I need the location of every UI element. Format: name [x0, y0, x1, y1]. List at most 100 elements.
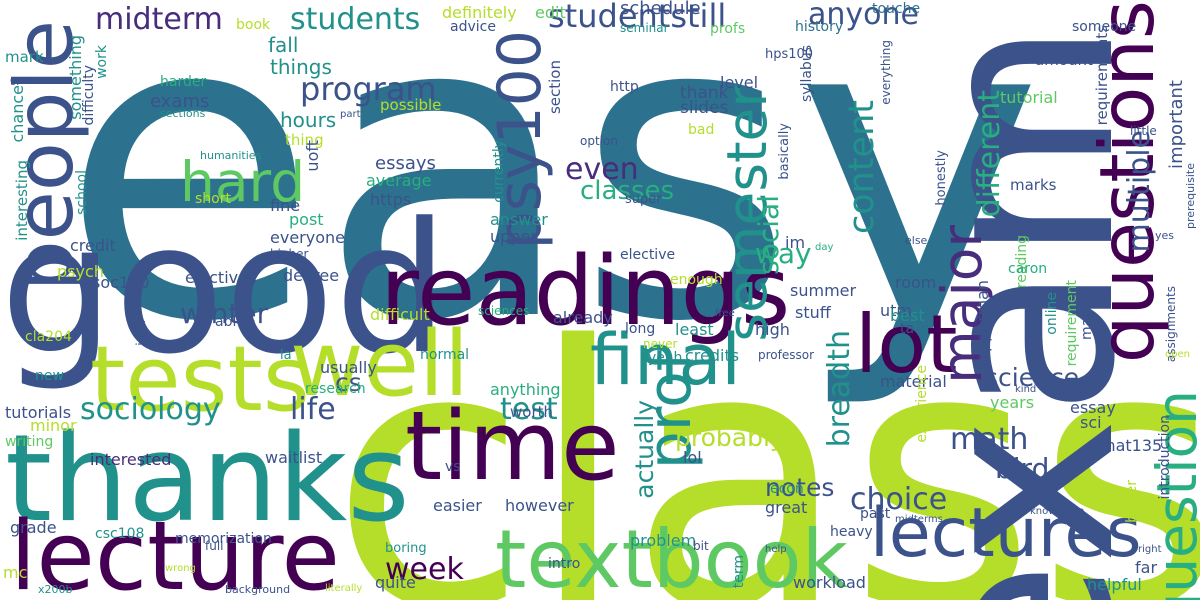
cloud-word-mark: mark [5, 48, 44, 66]
cloud-word-prerequisite: prerequisite [1184, 163, 1197, 229]
cloud-word-writing: writing [5, 434, 54, 450]
cloud-word-history: history [795, 19, 844, 35]
cloud-word-however: however [505, 496, 574, 515]
cloud-word-lecture: lecture [10, 502, 340, 600]
cloud-word-harder: harder [160, 74, 207, 90]
cloud-word-school: school [74, 170, 90, 215]
cloud-word-things: things [270, 55, 332, 79]
cloud-word-knowledge: knowledge [1030, 506, 1085, 517]
cloud-word-ta: ta [900, 321, 915, 337]
cloud-word-content: content [842, 100, 882, 235]
cloud-word-book: book [236, 17, 271, 33]
cloud-word-room: room [895, 273, 937, 292]
cloud-word-week: week [385, 552, 464, 587]
cloud-word-breadth: breadth [822, 330, 857, 448]
cloud-word-hps100: hps100 [765, 47, 814, 62]
cloud-word-kind: kind [1015, 384, 1037, 395]
cloud-word-essay: essay [1070, 398, 1116, 417]
cloud-word-part: part [340, 109, 361, 120]
cloud-word-touche: touche [872, 1, 921, 17]
cloud-word-final: final [590, 319, 741, 401]
cloud-word-section: section [546, 60, 564, 115]
cloud-word-definitely: definitely [442, 3, 517, 22]
cloud-word-vs: vs [445, 459, 461, 475]
cloud-word-math: math [950, 422, 1029, 457]
cloud-word-background: background [225, 583, 291, 596]
cloud-word-upper: upper [490, 227, 537, 246]
cloud-word-better: better [1124, 480, 1140, 523]
cloud-word-open: open [1165, 349, 1190, 360]
cloud-word-way: way [755, 237, 812, 270]
cloud-word-anything: anything [490, 380, 561, 399]
cloud-word-right: right [1138, 544, 1162, 555]
cloud-word-high: high [755, 320, 790, 339]
cloud-word-helpful: helpful [1087, 575, 1142, 594]
cloud-word-idea: idea [134, 320, 148, 346]
cloud-word-basically: basically [777, 123, 792, 180]
cloud-word-able: able [215, 314, 245, 330]
cloud-word-different: different [972, 90, 1007, 218]
cloud-word-x200b: x200b [38, 583, 73, 596]
cloud-word-help: help [765, 544, 787, 555]
cloud-word-cla204: cla204 [25, 329, 72, 345]
cloud-word-multiple: multiple [1122, 130, 1157, 253]
cloud-word-quite: quite [375, 573, 416, 592]
cloud-word-easy: easy [60, 0, 1044, 414]
cloud-word-http: http [610, 79, 639, 95]
cloud-word-la: la [280, 348, 292, 363]
cloud-word-day: day [815, 242, 834, 253]
cloud-word-actually: actually [630, 400, 659, 499]
cloud-word-literally: literally [325, 583, 363, 594]
cloud-word-fall: fall [268, 33, 299, 57]
cloud-word-mc: mc [3, 563, 28, 582]
cloud-word-class: class [330, 270, 1200, 600]
cloud-word-psych: psych [57, 262, 104, 281]
cloud-word-chance: chance [8, 85, 27, 143]
cloud-word-normal: normal [420, 347, 470, 363]
cloud-word-already: already [553, 308, 613, 327]
cloud-word-research: research [305, 381, 366, 397]
cloud-word-test: test [500, 392, 558, 427]
cloud-word-requirement: requirement [1064, 280, 1080, 367]
cloud-word-someone: someone [1072, 19, 1137, 35]
cloud-word-memorization: memorization [175, 531, 272, 547]
cloud-word-far: far [1135, 558, 1158, 577]
cloud-word-caron: caron [1008, 261, 1048, 277]
cloud-word-new: new [35, 368, 64, 384]
cloud-word-interesting: interesting [13, 160, 31, 241]
cloud-word-past: past [860, 506, 891, 522]
cloud-word-easier: easier [433, 496, 482, 515]
cloud-word-well: well [290, 312, 469, 417]
cloud-word-science: science [985, 363, 1080, 392]
cloud-word-wrong: wrong [165, 563, 196, 574]
cloud-word-never: never [643, 337, 678, 351]
cloud-word-yes: yes [1155, 229, 1175, 242]
cloud-word-free: free [715, 308, 735, 319]
cloud-word-best: best [890, 306, 925, 325]
cloud-word-years: years [990, 393, 1035, 412]
cloud-word-boring: boring [385, 541, 427, 556]
cloud-word-seminar: seminar [620, 21, 669, 35]
cloud-word-online: online [1044, 292, 1060, 335]
cloud-word-im: im [785, 233, 806, 252]
cloud-word-probably: probably [675, 423, 785, 452]
cloud-word-level: level [720, 73, 759, 92]
cloud-word-essays: essays [375, 153, 436, 174]
cloud-word-exams: exams [150, 91, 210, 112]
cloud-word-gpa: gpa [10, 75, 29, 86]
cloud-word-tests: tests [90, 327, 310, 432]
cloud-word-interested: interested [90, 450, 172, 469]
cloud-word-credit: credit [70, 236, 116, 255]
cloud-word-tutorials: tutorials [5, 403, 72, 422]
cloud-word-tepperman: tepperman [973, 280, 992, 369]
cloud-word-heavy: heavy [830, 524, 873, 540]
cloud-word-stuff: stuff [795, 303, 831, 322]
cloud-word-grade: grade [10, 518, 57, 537]
cloud-word-important: important [1166, 80, 1187, 169]
cloud-word-short: short [195, 191, 231, 207]
cloud-word-social: social [752, 195, 785, 275]
cloud-word-difficult: difficult [370, 305, 430, 324]
cloud-word-even: even [565, 152, 639, 187]
cloud-word-uoft: uoft [303, 140, 322, 172]
cloud-word-lectures: lectures [870, 494, 1142, 573]
